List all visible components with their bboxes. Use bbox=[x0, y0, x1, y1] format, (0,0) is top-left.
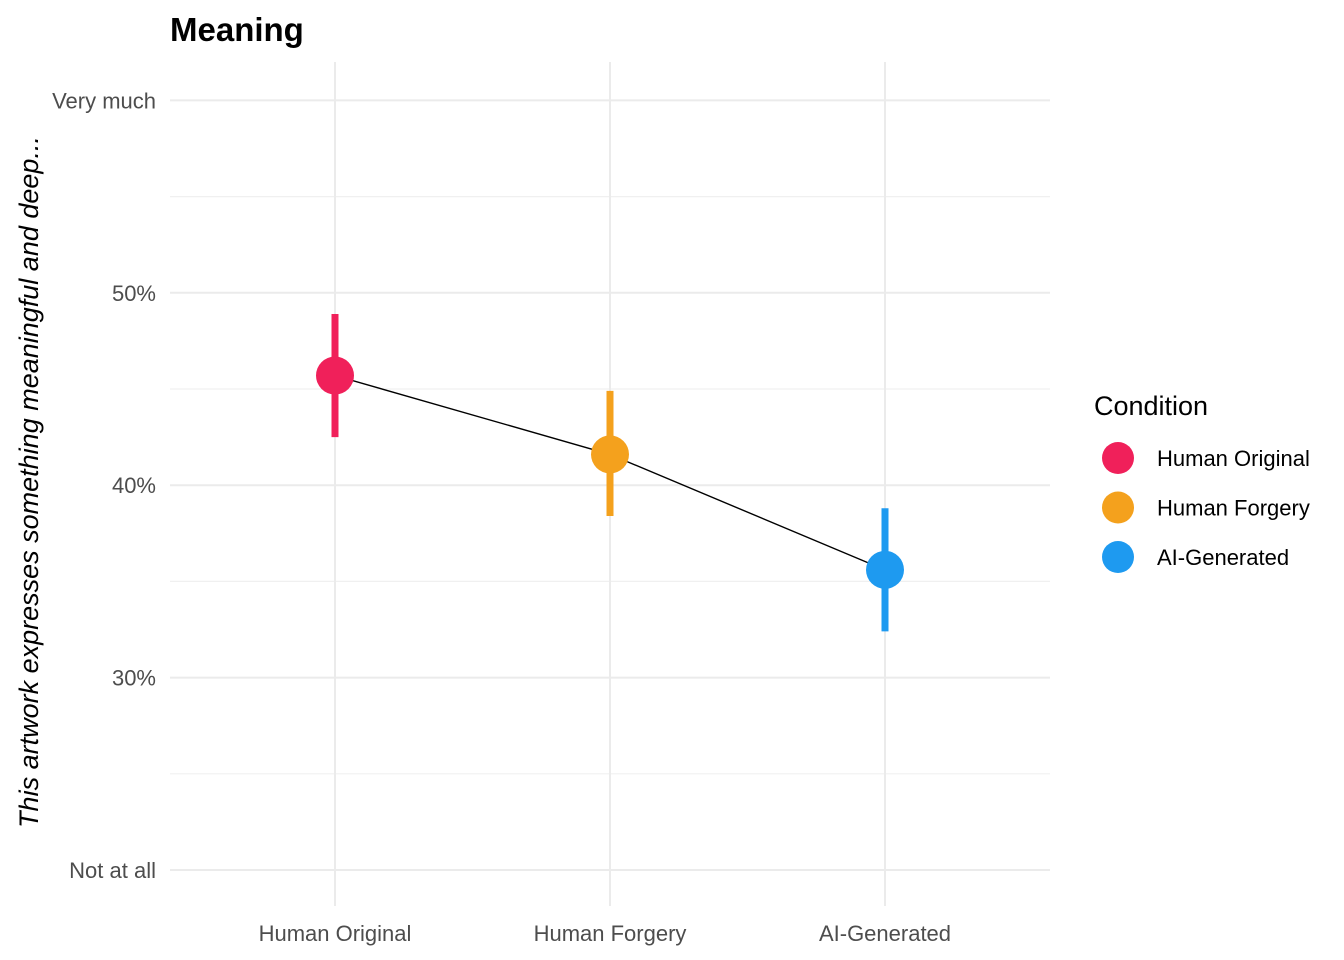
grid bbox=[170, 62, 1050, 906]
y-tick-label: 50% bbox=[112, 281, 156, 306]
y-tick-label: Very much bbox=[52, 88, 156, 113]
data-point bbox=[591, 435, 629, 474]
data-point bbox=[316, 356, 354, 395]
legend: Condition Human Original Human Forgery AI-… bbox=[1094, 391, 1310, 573]
data-point bbox=[866, 550, 904, 589]
x-tick-label: AI-Generated bbox=[819, 921, 951, 946]
plot-marks bbox=[316, 313, 904, 632]
legend-swatch bbox=[1102, 541, 1134, 573]
legend-swatch bbox=[1102, 491, 1134, 524]
y-axis-ticks: Not at all 30% 40% 50% Very much bbox=[52, 88, 156, 883]
x-axis-ticks: Human Original Human Forgery AI-Generated bbox=[259, 921, 951, 946]
legend-label: Human Original bbox=[1157, 446, 1310, 471]
legend-label: Human Forgery bbox=[1157, 496, 1310, 521]
chart-title: Meaning bbox=[170, 11, 304, 48]
y-axis-label: This artwork expresses something meaning… bbox=[14, 136, 44, 828]
legend-swatch bbox=[1102, 442, 1134, 474]
legend-label: AI-Generated bbox=[1157, 545, 1289, 570]
legend-title: Condition bbox=[1094, 391, 1208, 421]
x-tick-label: Human Original bbox=[259, 921, 412, 946]
y-tick-label: Not at all bbox=[69, 858, 156, 883]
x-tick-label: Human Forgery bbox=[534, 921, 687, 946]
y-tick-label: 40% bbox=[112, 473, 156, 498]
y-tick-label: 30% bbox=[112, 666, 156, 691]
